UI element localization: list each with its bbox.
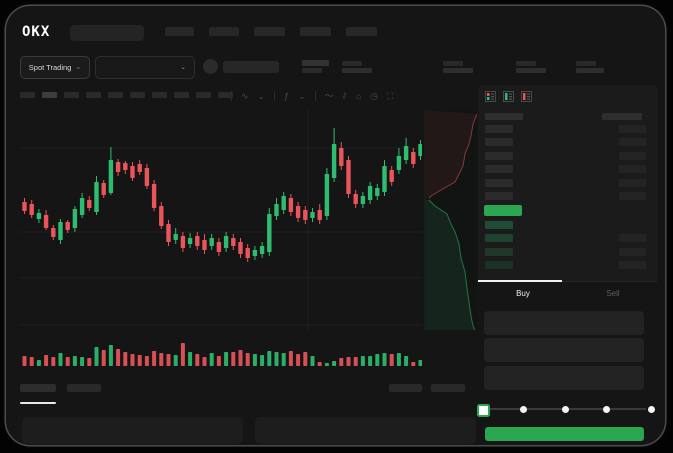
- pair-selector-dropdown[interactable]: ⌄: [95, 56, 195, 79]
- slider-stop-3[interactable]: [602, 405, 610, 413]
- bottom-filter-1[interactable]: [389, 384, 422, 392]
- chart-tools: ∿ ⌄ ƒ ⌄ 〜 ⫽ ⌂ ◷ ⛶: [231, 90, 393, 102]
- chevron-down-icon: ⌄: [75, 64, 82, 71]
- price-input[interactable]: [484, 311, 644, 335]
- ask-amount-2: [619, 151, 646, 160]
- alerts-icon[interactable]: ◷: [370, 90, 378, 101]
- bottom-active-tab-indicator: [20, 402, 56, 404]
- chevron-down-icon[interactable]: ⌄: [298, 90, 306, 101]
- timeframe-bar: [20, 92, 233, 98]
- bid-price-3[interactable]: [485, 261, 513, 270]
- chevron-down-icon[interactable]: ⌄: [257, 90, 266, 101]
- stat-block-2: [516, 61, 546, 73]
- app-window: OKX Spot Trading ⌄ ⌄ ∿ ⌄ ƒ ⌄ 〜 ⫽ ⌂ ◷ ⛶: [6, 6, 665, 445]
- stat-block-0: [342, 61, 372, 73]
- depth-chart: [424, 110, 477, 330]
- last-price-block: [302, 60, 329, 73]
- orderbook-col-price: [485, 113, 523, 120]
- chart-type-icon[interactable]: ∿: [241, 90, 249, 101]
- market-type-selector[interactable]: Spot Trading ⌄: [20, 56, 90, 79]
- ask-price-2[interactable]: [485, 151, 513, 160]
- total-input[interactable]: [484, 366, 644, 390]
- timeframe-5[interactable]: [130, 92, 145, 98]
- bid-amount-2: [619, 247, 646, 256]
- search-input[interactable]: [70, 25, 144, 41]
- orderbook-panel: [478, 85, 658, 281]
- pair-name-placeholder: [223, 61, 279, 73]
- pair-icon: [203, 59, 218, 74]
- nav-item-1[interactable]: [209, 27, 239, 36]
- ask-amount-3: [619, 165, 646, 174]
- camera-icon[interactable]: ⌂: [355, 90, 362, 101]
- amount-slider[interactable]: [477, 400, 655, 418]
- ask-amount-4: [619, 178, 646, 187]
- market-type-label: Spot Trading: [28, 63, 72, 72]
- stat-block-3: [576, 61, 604, 73]
- line-tool-icon[interactable]: 〜: [324, 90, 334, 101]
- candlestick-chart[interactable]: [20, 108, 422, 332]
- orderbook-col-amount: [602, 113, 642, 120]
- bid-price-1[interactable]: [485, 234, 513, 243]
- last-price-highlight[interactable]: [484, 205, 522, 216]
- nav-item-3[interactable]: [300, 27, 331, 36]
- timeframe-4[interactable]: [108, 92, 123, 98]
- tab-sell[interactable]: Sell: [606, 289, 620, 298]
- fullscreen-icon[interactable]: ⛶: [386, 90, 394, 101]
- ask-price-4[interactable]: [485, 178, 513, 187]
- slider-stop-2[interactable]: [561, 405, 569, 413]
- ask-amount-1: [619, 138, 646, 147]
- ask-price-5[interactable]: [485, 192, 513, 200]
- book-bids-icon[interactable]: [503, 91, 514, 102]
- slider-stop-1[interactable]: [520, 405, 528, 413]
- buy-submit-button[interactable]: [485, 427, 644, 441]
- nav-item-0[interactable]: [165, 27, 194, 36]
- stat-block-1: [443, 61, 473, 73]
- orderbook-view-toggle: [485, 91, 532, 102]
- timeframe-1[interactable]: [42, 92, 57, 98]
- indicators-icon[interactable]: ƒ: [284, 90, 290, 101]
- bid-amount-1: [619, 234, 646, 243]
- bid-price-0[interactable]: [485, 221, 513, 229]
- bottom-tab-open-orders[interactable]: [20, 384, 56, 392]
- nav-item-2[interactable]: [254, 27, 285, 36]
- volume-bars: [20, 338, 422, 366]
- tabs-divider: [478, 280, 658, 282]
- timeframe-2[interactable]: [64, 92, 79, 98]
- ask-price-3[interactable]: [485, 165, 513, 174]
- ask-price-0[interactable]: [485, 125, 513, 133]
- tab-buy[interactable]: Buy: [516, 289, 530, 298]
- toolbar-separator: [314, 91, 316, 101]
- ask-amount-0: [619, 125, 646, 133]
- timeframe-9[interactable]: [218, 92, 233, 98]
- toolbar-separator: [274, 91, 276, 101]
- draw-tool-icon[interactable]: ⫽: [342, 90, 347, 101]
- main-nav: [165, 27, 377, 36]
- amount-input[interactable]: [484, 338, 644, 362]
- bottom-panel-left[interactable]: [22, 417, 243, 444]
- trade-tabs: Buy Sell: [478, 280, 658, 304]
- timeframe-8[interactable]: [196, 92, 211, 98]
- slider-stop-4[interactable]: [647, 405, 655, 413]
- bid-amount-3: [619, 261, 646, 270]
- book-combined-icon[interactable]: [485, 91, 496, 102]
- active-tab-indicator: [478, 280, 562, 282]
- ask-price-1[interactable]: [485, 138, 513, 147]
- chevron-down-icon: ⌄: [180, 64, 186, 71]
- bottom-filter-2[interactable]: [431, 384, 465, 392]
- timeframe-3[interactable]: [86, 92, 101, 98]
- timeframe-6[interactable]: [152, 92, 167, 98]
- book-asks-icon[interactable]: [521, 91, 532, 102]
- timeframe-7[interactable]: [174, 92, 189, 98]
- toolbar-separator: [231, 91, 232, 101]
- okx-logo[interactable]: OKX: [22, 24, 51, 40]
- slider-handle[interactable]: [477, 403, 490, 417]
- bottom-panel-right[interactable]: [255, 417, 476, 444]
- timeframe-0[interactable]: [20, 92, 35, 98]
- ask-amount-5: [619, 192, 646, 200]
- bid-price-2[interactable]: [485, 247, 513, 256]
- nav-item-4[interactable]: [346, 27, 377, 36]
- bottom-tab-order-history[interactable]: [67, 384, 101, 392]
